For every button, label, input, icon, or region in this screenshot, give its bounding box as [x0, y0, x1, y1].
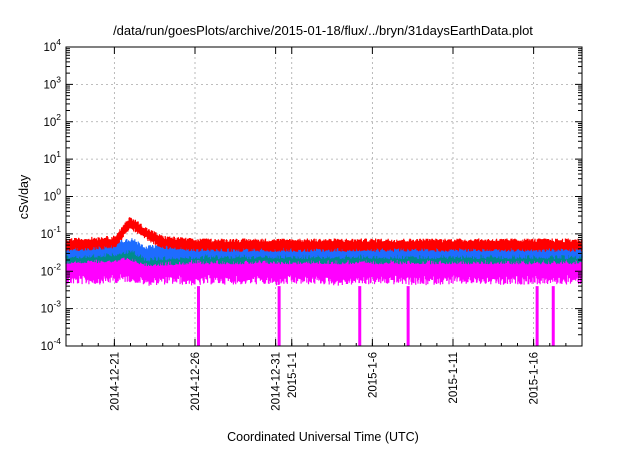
series-0-dropout: [551, 286, 555, 346]
x-tick-label: 2014-12-31: [271, 352, 283, 411]
y-tick-label: 100: [43, 187, 61, 204]
chart-title: /data/run/goesPlots/archive/2015-01-18/f…: [113, 23, 533, 38]
y-tick-label: 103: [43, 74, 61, 91]
x-tick-labels: 2014-12-21 2014-12-26 2014-12-31 2015-1-1 20…: [109, 352, 540, 411]
x-tick-label: 2014-12-21: [109, 352, 121, 411]
series-0-dropout: [406, 286, 410, 346]
series-0-dropout: [277, 286, 281, 346]
x-tick-label: 2014-12-26: [190, 352, 202, 411]
series-3-trace: [65, 217, 583, 252]
x-axis-label: Coordinated Universal Time (UTC): [227, 430, 419, 444]
x-tick-label: 2015-1-6: [367, 352, 379, 398]
y-tick-label: 102: [43, 112, 61, 129]
series-0-dropout: [358, 286, 362, 346]
y-tick-label: 10-1: [41, 224, 62, 241]
y-axis-label: cSv/day: [17, 174, 31, 219]
tick-layer: [66, 46, 582, 347]
x-tick-label: 2015-1-1: [287, 352, 299, 398]
data-layer: [65, 217, 583, 346]
y-tick-label: 10-4: [41, 336, 62, 353]
x-tick-label: 2015-1-11: [448, 352, 460, 404]
y-tick-label: 101: [43, 149, 61, 166]
grid-layer: [66, 47, 582, 346]
plot-frame: [65, 46, 583, 347]
y-tick-label: 10-3: [41, 299, 62, 316]
y-tick-labels: 10-4 10-3 10-2 10-1 100 101 102 103 104: [41, 37, 62, 353]
series-0-dropout: [535, 286, 539, 346]
x-tick-label: 2015-1-16: [529, 352, 541, 404]
series-0-dropout: [197, 286, 200, 346]
y-tick-label: 104: [43, 37, 61, 54]
y-tick-label: 10-2: [41, 261, 62, 278]
